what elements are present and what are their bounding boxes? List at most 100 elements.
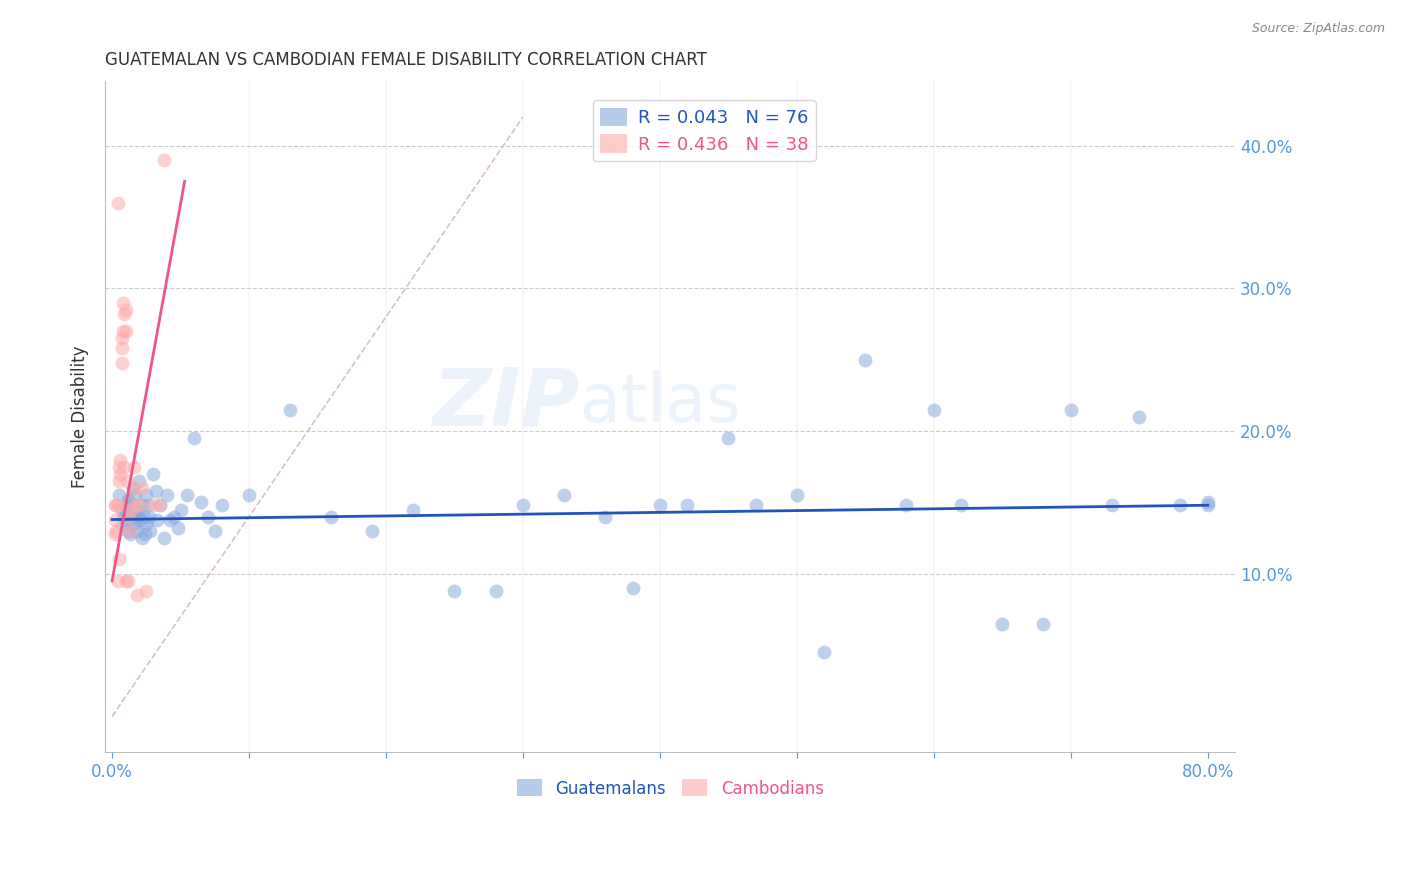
Point [648,498,671,512]
Point [120,509,142,524]
Point [676,498,699,512]
Point [138,509,160,524]
Point [118,524,141,538]
Point [124,498,146,512]
Point [121,481,143,495]
Text: atlas: atlas [579,370,741,436]
Point [621,581,644,595]
Point [135,516,157,531]
Point [1128,409,1150,424]
Point [950,498,973,512]
Point [1197,495,1219,509]
Point [131,531,153,545]
Point [115,507,138,521]
Point [176,488,198,502]
Point [104,498,127,512]
Y-axis label: Female Disability: Female Disability [72,345,89,488]
Point [125,588,148,602]
Point [1101,498,1123,512]
Point [104,526,127,541]
Point [553,488,575,502]
Point [745,498,768,512]
Point [111,516,134,531]
Point [166,521,188,535]
Point [183,431,205,445]
Point [108,552,131,566]
Point [1170,498,1192,512]
Point [786,488,808,502]
Point [104,512,127,526]
Point [114,324,136,338]
Point [112,307,135,321]
Point [896,498,918,512]
Point [125,502,148,516]
Point [107,195,129,210]
Point [114,498,136,512]
Point [110,467,132,481]
Point [114,574,136,588]
Point [278,402,301,417]
Point [129,512,152,526]
Point [484,583,506,598]
Point [115,474,138,488]
Point [238,488,260,502]
Point [139,524,162,538]
Point [153,153,176,167]
Text: ZIP: ZIP [433,364,579,442]
Point [512,498,534,512]
Point [117,509,139,524]
Point [127,509,149,524]
Point [163,509,186,524]
Point [108,474,131,488]
Point [813,645,835,659]
Point [107,498,129,512]
Point [122,516,145,531]
Point [108,488,131,502]
Point [132,509,155,524]
Point [142,467,165,481]
Point [112,509,135,524]
Text: GUATEMALAN VS CAMBODIAN FEMALE DISABILITY CORRELATION CHART: GUATEMALAN VS CAMBODIAN FEMALE DISABILIT… [105,51,707,69]
Point [136,498,159,512]
Text: Source: ZipAtlas.com: Source: ZipAtlas.com [1251,22,1385,36]
Point [1197,498,1219,512]
Point [111,341,134,355]
Point [131,498,153,512]
Point [1060,402,1083,417]
Point [402,502,425,516]
Point [149,498,172,512]
Point [149,498,172,512]
Point [146,512,169,526]
Point [131,481,153,495]
Point [117,524,139,538]
Point [105,498,128,512]
Point [118,526,141,541]
Point [135,488,157,502]
Point [1032,616,1054,631]
Point [134,526,156,541]
Point [108,459,131,474]
Point [190,495,212,509]
Point [111,295,134,310]
Point [197,509,219,524]
Point [361,524,384,538]
Point [128,509,150,524]
Point [991,616,1014,631]
Point [121,481,143,495]
Point [120,502,142,516]
Point [153,531,176,545]
Point [142,498,165,512]
Point [117,492,139,507]
Point [117,574,139,588]
Point [111,324,134,338]
Point [111,502,134,516]
Point [110,452,132,467]
Point [107,574,129,588]
Legend: Guatemalans, Cambodians: Guatemalans, Cambodians [510,772,831,805]
Point [112,459,135,474]
Point [169,502,191,516]
Point [111,331,134,345]
Point [128,474,150,488]
Point [125,524,148,538]
Point [204,524,226,538]
